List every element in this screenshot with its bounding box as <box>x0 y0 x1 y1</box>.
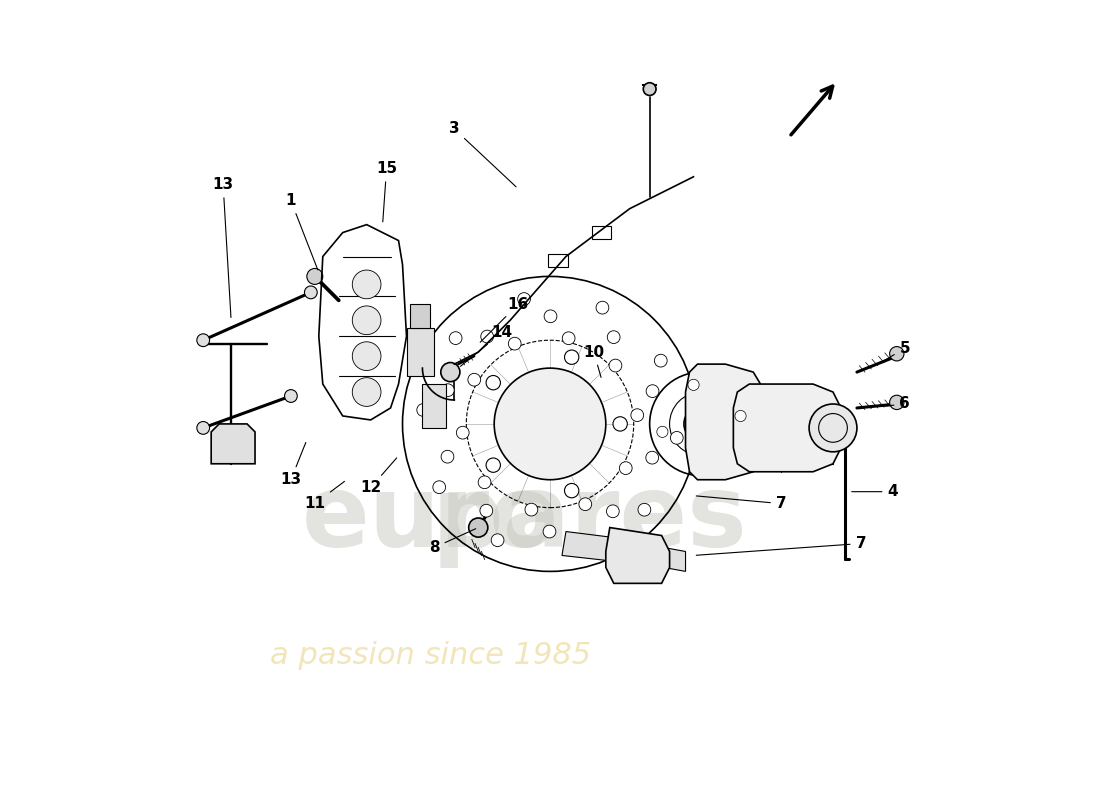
Circle shape <box>631 409 644 422</box>
Circle shape <box>644 82 656 95</box>
Circle shape <box>654 354 667 367</box>
Text: 3: 3 <box>449 122 516 187</box>
Text: 13: 13 <box>212 178 233 318</box>
Text: euro: euro <box>302 471 559 568</box>
Circle shape <box>596 302 608 314</box>
Text: 12: 12 <box>360 458 397 495</box>
Circle shape <box>890 395 904 410</box>
Text: pares: pares <box>432 471 748 568</box>
Circle shape <box>352 342 381 370</box>
Circle shape <box>619 462 632 474</box>
Circle shape <box>456 426 469 439</box>
Text: 1: 1 <box>286 193 318 270</box>
Circle shape <box>543 525 556 538</box>
Circle shape <box>480 504 493 517</box>
Bar <box>592 226 612 239</box>
Text: a passion since 1985: a passion since 1985 <box>270 641 591 670</box>
Circle shape <box>441 450 454 463</box>
Circle shape <box>518 293 530 306</box>
Text: 4: 4 <box>851 484 898 499</box>
Circle shape <box>486 375 500 390</box>
Text: 11: 11 <box>305 482 344 511</box>
Bar <box>549 254 568 267</box>
Circle shape <box>441 384 454 397</box>
Text: 16: 16 <box>481 297 529 342</box>
Polygon shape <box>422 384 447 428</box>
Circle shape <box>735 410 746 422</box>
Circle shape <box>810 404 857 452</box>
Circle shape <box>478 476 491 489</box>
Circle shape <box>646 385 659 398</box>
Text: 15: 15 <box>376 162 397 222</box>
Polygon shape <box>685 364 766 480</box>
Polygon shape <box>562 531 634 563</box>
Circle shape <box>352 306 381 334</box>
Circle shape <box>494 368 606 480</box>
Circle shape <box>197 334 210 346</box>
Circle shape <box>890 346 904 361</box>
Circle shape <box>449 332 462 345</box>
Circle shape <box>570 542 582 555</box>
Text: 13: 13 <box>280 442 306 487</box>
Text: 7: 7 <box>696 496 786 511</box>
Polygon shape <box>641 543 685 571</box>
Text: 6: 6 <box>886 397 910 411</box>
Circle shape <box>352 378 381 406</box>
Text: 7: 7 <box>696 536 866 555</box>
Circle shape <box>486 458 500 472</box>
Polygon shape <box>211 424 255 464</box>
Circle shape <box>469 518 487 537</box>
Circle shape <box>646 451 659 464</box>
Circle shape <box>670 431 683 444</box>
Text: 8: 8 <box>429 529 475 555</box>
Circle shape <box>441 362 460 382</box>
Polygon shape <box>734 384 842 472</box>
Circle shape <box>606 505 619 518</box>
Circle shape <box>433 481 446 494</box>
Text: 5: 5 <box>884 341 910 360</box>
Circle shape <box>684 406 719 442</box>
Circle shape <box>492 534 504 546</box>
Circle shape <box>657 426 668 438</box>
Circle shape <box>609 359 622 372</box>
Circle shape <box>525 503 538 516</box>
Circle shape <box>607 330 620 343</box>
Circle shape <box>352 270 381 298</box>
Circle shape <box>564 483 579 498</box>
Text: 14: 14 <box>461 325 513 366</box>
Circle shape <box>481 330 494 343</box>
Circle shape <box>688 379 700 390</box>
Circle shape <box>197 422 210 434</box>
Circle shape <box>417 404 430 416</box>
Circle shape <box>579 498 592 510</box>
Circle shape <box>305 286 317 298</box>
Circle shape <box>564 350 579 364</box>
Circle shape <box>285 390 297 402</box>
Polygon shape <box>606 527 670 583</box>
Circle shape <box>544 310 557 322</box>
Circle shape <box>307 269 322 285</box>
Text: 10: 10 <box>583 345 604 378</box>
Polygon shape <box>407 328 434 376</box>
Circle shape <box>638 503 651 516</box>
Circle shape <box>508 338 521 350</box>
Polygon shape <box>410 304 430 328</box>
Circle shape <box>468 374 481 386</box>
Circle shape <box>613 417 627 431</box>
Circle shape <box>562 332 575 345</box>
